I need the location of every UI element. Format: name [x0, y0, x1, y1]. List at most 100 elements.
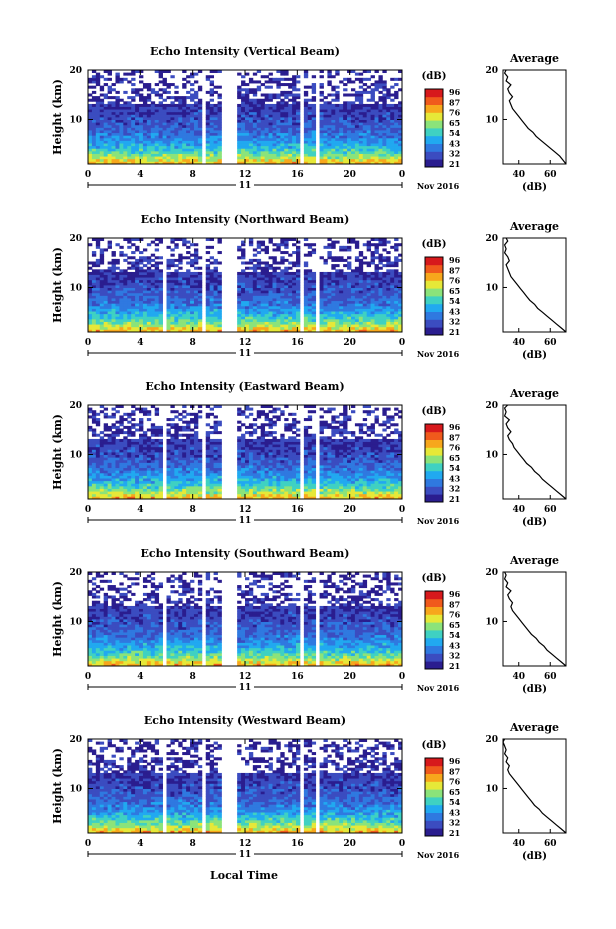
- heatmap-cell: [390, 308, 395, 312]
- heatmap-cell: [378, 130, 383, 134]
- heatmap-cell: [111, 119, 116, 123]
- heatmap-cell: [158, 431, 163, 435]
- heatmap-cell: [354, 308, 360, 312]
- heatmap-cell: [154, 425, 160, 429]
- heatmap-cell: [398, 295, 403, 299]
- heatmap-cell: [237, 156, 242, 160]
- heatmap-cell: [178, 158, 183, 162]
- heatmap-cell: [362, 143, 368, 147]
- heatmap-cell: [284, 119, 289, 123]
- heatmap-cell: [362, 300, 368, 304]
- heatmap-cell: [280, 124, 285, 128]
- heatmap-cell: [378, 140, 383, 144]
- heatmap-cell: [248, 90, 254, 94]
- heatmap-cell: [296, 305, 301, 309]
- heatmap-cell: [390, 124, 395, 128]
- heatmap-cell: [268, 321, 273, 325]
- heatmap-cell: [146, 161, 152, 165]
- heatmap-cell: [354, 282, 360, 286]
- heatmap-cell: [150, 269, 156, 273]
- heatmap-cell: [382, 298, 387, 302]
- heatmap-cell: [256, 153, 262, 157]
- heatmap-cell: [127, 80, 132, 84]
- heatmap-cell: [382, 83, 387, 87]
- heatmap-cell: [115, 485, 120, 489]
- heatmap-cell: [366, 326, 372, 330]
- heatmap-cell: [264, 109, 269, 113]
- heatmap-cell: [339, 298, 344, 302]
- heatmap-cell: [217, 119, 222, 123]
- heatmap-cell: [190, 93, 195, 97]
- heatmap-cell: [292, 114, 297, 118]
- heatmap-cell: [276, 277, 281, 281]
- heatmap-cell: [327, 282, 332, 286]
- heatmap-cell: [197, 311, 203, 315]
- heatmap-cell: [99, 158, 105, 162]
- heatmap-cell: [260, 103, 266, 107]
- heatmap-cell: [339, 321, 344, 325]
- heatmap-cell: [307, 326, 313, 330]
- heatmap-cell: [394, 83, 399, 87]
- heatmap-cell: [217, 311, 222, 315]
- heatmap-cell: [170, 150, 175, 154]
- heatmap-cell: [292, 140, 297, 144]
- heatmap-cell: [276, 77, 281, 81]
- heatmap-cell: [311, 150, 317, 154]
- heatmap-cell: [358, 329, 364, 333]
- heatmap-cell: [146, 279, 152, 283]
- heatmap-cell: [127, 470, 132, 474]
- x-tick-label: 16: [291, 338, 304, 348]
- heatmap-cell: [131, 90, 136, 94]
- heatmap-cell: [288, 313, 293, 317]
- heatmap-cell: [142, 156, 148, 160]
- heatmap-cell: [307, 109, 313, 113]
- heatmap-cell: [256, 329, 262, 333]
- heatmap-cell: [178, 127, 183, 131]
- heatmap-cell: [193, 261, 199, 265]
- heatmap-cell: [303, 279, 309, 283]
- heatmap-cell: [343, 313, 348, 317]
- heatmap-cell: [111, 459, 116, 463]
- date-month-year: Nov 2016: [417, 349, 460, 359]
- heatmap-cell: [95, 127, 101, 131]
- heatmap-cell: [158, 321, 163, 325]
- heatmap-cell: [382, 300, 387, 304]
- heatmap-cell: [91, 130, 97, 134]
- heatmap-cell: [209, 261, 215, 265]
- heatmap-cell: [264, 251, 269, 255]
- heatmap-cell: [370, 321, 375, 325]
- heatmap-cell: [174, 423, 179, 427]
- heatmap-cell: [131, 321, 136, 325]
- heatmap-cell: [119, 282, 124, 286]
- heatmap-cell: [99, 472, 105, 476]
- heatmap-cell: [331, 153, 336, 157]
- heatmap-cell: [197, 111, 203, 115]
- heatmap-cell: [394, 329, 399, 333]
- heatmap-cell: [292, 311, 297, 315]
- heatmap-cell: [127, 452, 132, 456]
- heatmap-cell: [186, 271, 191, 275]
- heatmap-cell: [248, 132, 254, 136]
- heatmap-cell: [354, 313, 360, 317]
- heatmap-cell: [256, 316, 262, 320]
- heatmap-cell: [386, 287, 391, 291]
- heatmap-cell: [370, 117, 375, 121]
- heatmap-cell: [107, 475, 112, 479]
- heatmap-cell: [378, 279, 383, 283]
- colorbar-tick-label: 43: [449, 306, 461, 316]
- heatmap-cell: [311, 316, 317, 320]
- heatmap-cell: [358, 303, 364, 307]
- heatmap-cell: [150, 438, 156, 442]
- heatmap-cell: [209, 122, 215, 126]
- heatmap-cell: [390, 245, 395, 249]
- heatmap-cell: [248, 271, 254, 275]
- heatmap-cell: [331, 305, 336, 309]
- heatmap-cell: [158, 313, 163, 317]
- heatmap-cell: [119, 496, 124, 500]
- heatmap-cell: [390, 282, 395, 286]
- heatmap-cell: [284, 153, 289, 157]
- heatmap-cell: [252, 326, 258, 330]
- heatmap-cell: [209, 295, 215, 299]
- heatmap-cell: [135, 271, 140, 275]
- heatmap-cell: [131, 124, 136, 128]
